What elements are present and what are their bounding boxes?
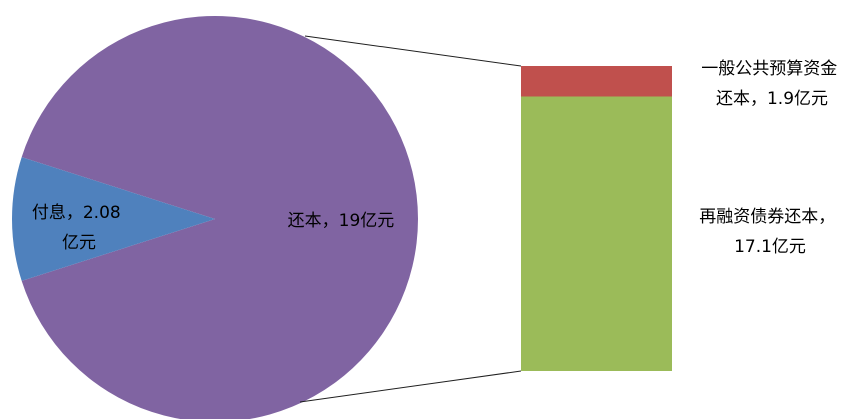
bar-segment-refinancing: [521, 96, 672, 371]
slice-label-principal: 还本，19亿元: [288, 211, 395, 231]
pie-slice-principal: [21, 16, 418, 419]
connector-line-top: [304, 35, 522, 67]
breakdown-bar: [521, 66, 672, 371]
connector-lines: [299, 35, 522, 403]
segment-label-budget: 一般公共预算资金 还本，1.9亿元: [701, 59, 842, 109]
segment-label-refinancing: 再融资债券还本， 17.1亿元: [699, 207, 840, 257]
pie-slice-interest: [11, 157, 215, 281]
bar-segment-budget: [521, 66, 672, 97]
pie: [11, 16, 418, 419]
slice-label-interest: 付息，2.08 亿元: [32, 203, 126, 253]
connector-line-bottom: [299, 370, 522, 403]
